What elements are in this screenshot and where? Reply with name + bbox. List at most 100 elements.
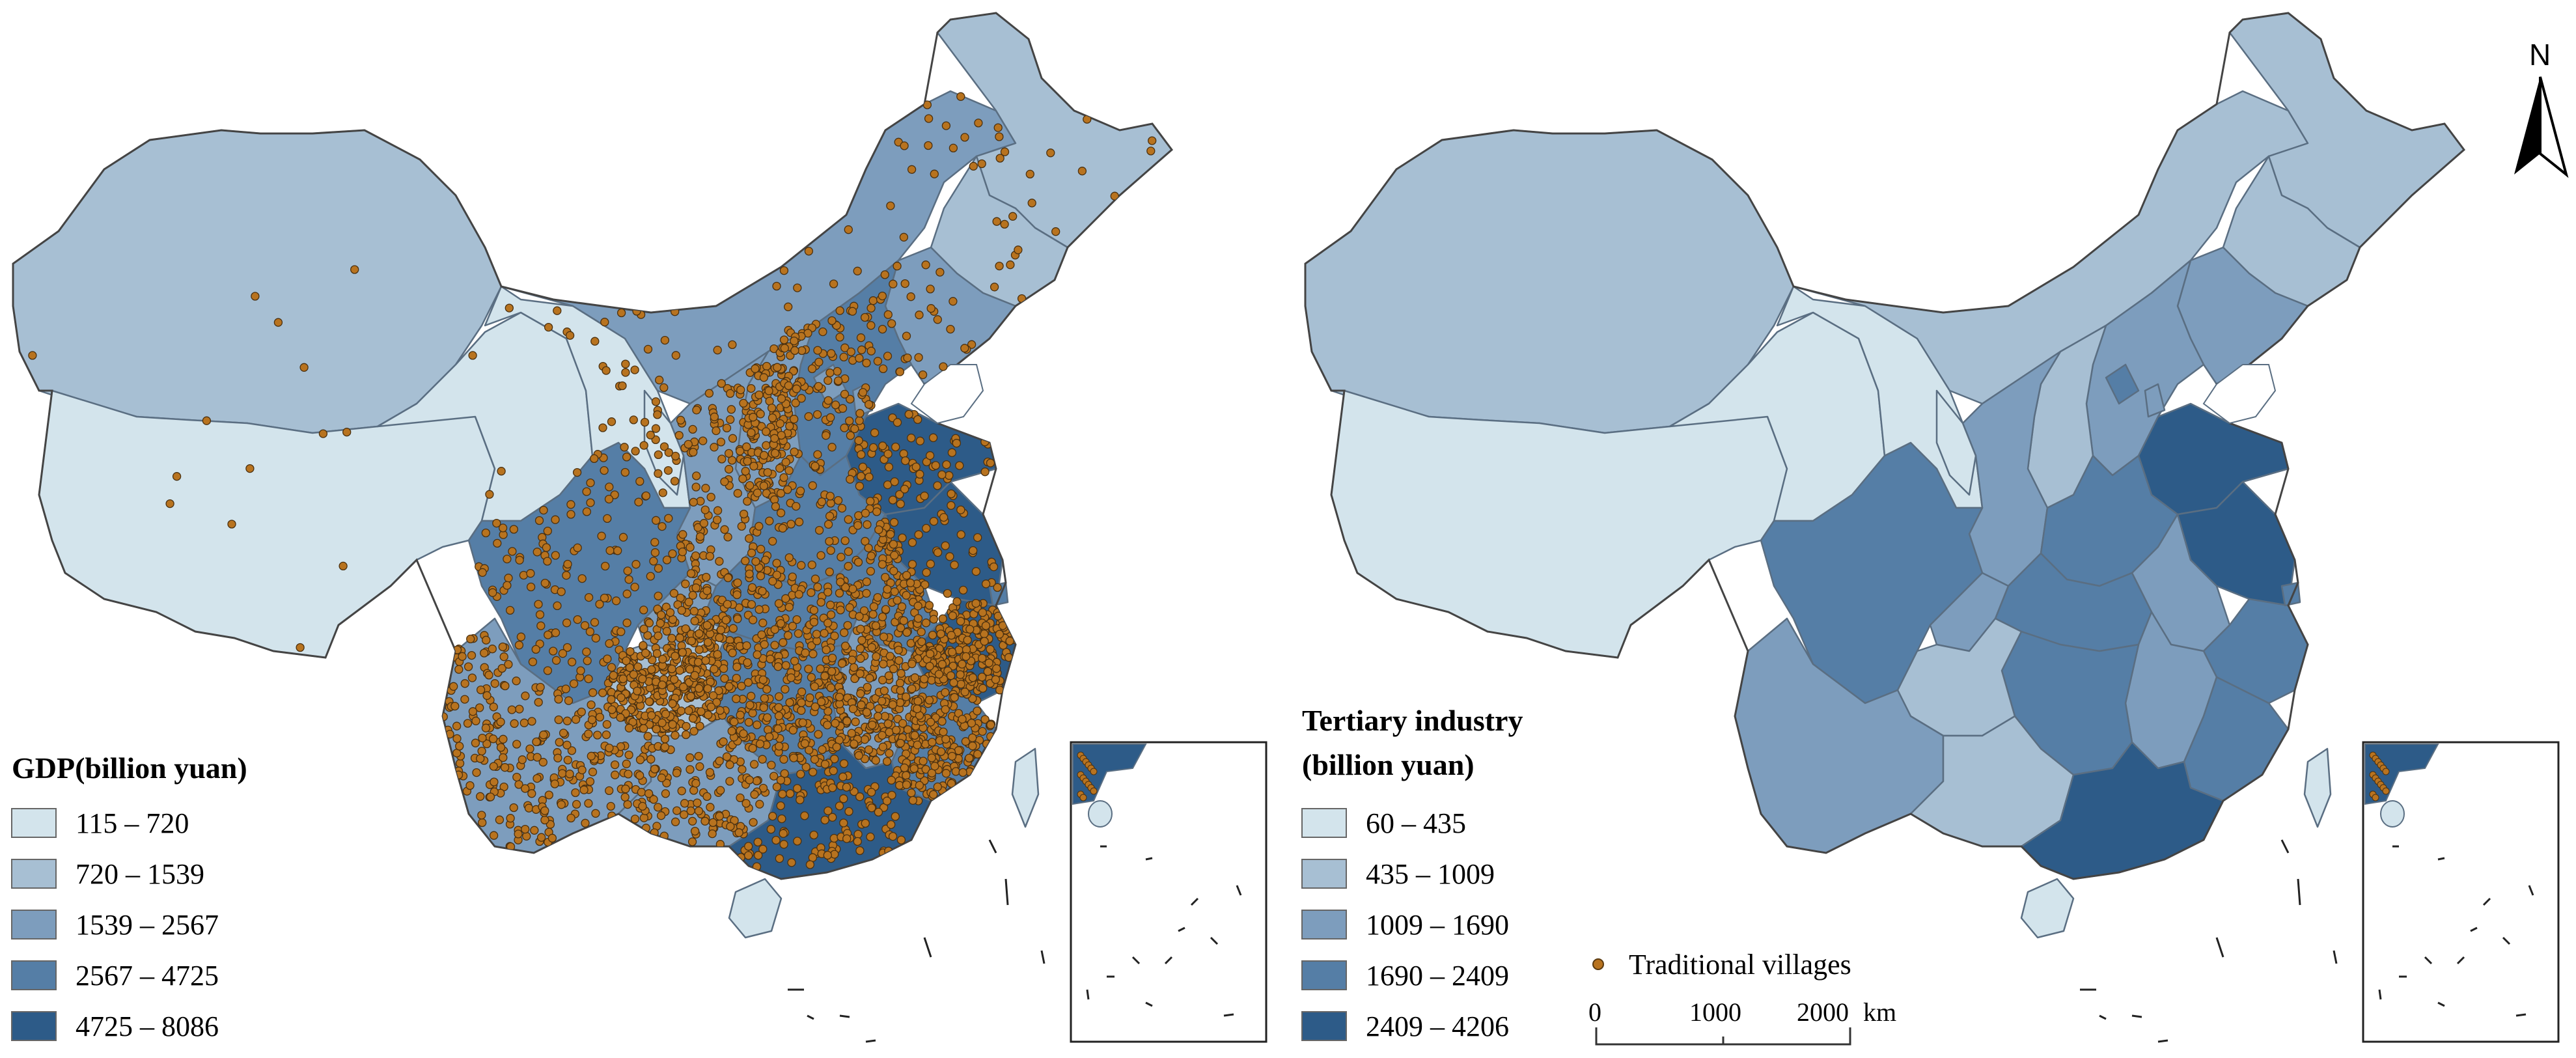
gdp-village-point	[633, 686, 642, 695]
gdp-village-point	[973, 749, 982, 759]
gdp-village-point	[586, 498, 595, 507]
gdp-village-point	[928, 433, 938, 442]
gdp-village-point	[842, 717, 852, 726]
gdp-village-point	[704, 389, 714, 398]
gdp-village-point	[497, 467, 506, 476]
gdp-village-point	[549, 647, 558, 656]
gdp-village-point	[829, 833, 838, 843]
gdp-village-point	[551, 656, 561, 665]
gdp-village-point	[906, 578, 915, 587]
gdp-village-point	[678, 648, 687, 657]
gdp-village-point	[706, 703, 715, 712]
gdp-village-point	[947, 448, 957, 457]
gdp-village-point	[630, 582, 639, 592]
gdp-village-point	[902, 628, 911, 637]
gdp-village-point	[883, 449, 893, 458]
gdp-village-point	[620, 792, 630, 801]
gdp-village-point	[536, 833, 546, 842]
gdp-village-point	[895, 367, 905, 376]
gdp-village-point	[969, 161, 978, 171]
gdp-village-point	[824, 376, 833, 385]
gdp-village-point	[853, 829, 863, 839]
gdp-village-point	[745, 775, 754, 785]
gdp-village-point	[842, 783, 852, 792]
gdp-village-point	[515, 704, 524, 714]
gdp-village-point	[691, 779, 700, 788]
tertiary-bohai-sea	[2202, 364, 2277, 425]
gdp-village-point	[958, 585, 968, 595]
gdp-village-point	[514, 829, 523, 839]
gdp-village-point	[773, 724, 782, 734]
gdp-village-point	[807, 364, 817, 374]
gdp-village-point	[460, 679, 469, 688]
gdp-village-point	[942, 460, 951, 469]
gdp-village-point	[907, 659, 917, 669]
gdp-village-point	[736, 793, 745, 803]
gdp-village-point	[493, 538, 502, 548]
gdp-village-point	[794, 590, 803, 599]
gdp-village-point	[661, 710, 671, 719]
gdp-village-point	[878, 612, 887, 622]
tertiary-province-tibet	[1330, 389, 1788, 659]
gdp-village-point	[866, 303, 876, 313]
gdp-village-point	[737, 522, 746, 531]
gdp-village-point	[762, 713, 772, 722]
gdp-village-point	[490, 679, 499, 688]
tertiary-province-shandong	[2137, 402, 2290, 516]
gdp-village-point	[961, 737, 971, 746]
gdp-village-point	[835, 801, 844, 811]
gdp-village-point	[804, 412, 813, 421]
gdp-village-point	[652, 725, 661, 734]
gdp-village-point	[824, 396, 833, 405]
gdp-village-point	[499, 734, 508, 744]
gdp-village-point	[728, 434, 738, 443]
gdp-village-point	[855, 416, 864, 425]
gdp-island-mark	[1040, 950, 1046, 964]
gdp-village-point	[651, 424, 661, 433]
gdp-village-point	[965, 753, 974, 763]
gdp-village-point	[699, 519, 709, 528]
gdp-village-point	[844, 515, 853, 524]
gdp-village-point	[817, 497, 827, 507]
gdp-village-point	[720, 477, 729, 486]
gdp-village-point	[736, 447, 745, 456]
gdp-village-point	[956, 680, 965, 689]
gdp-village-point	[562, 619, 572, 628]
gdp-village-point	[730, 717, 739, 727]
gdp-village-point	[866, 566, 876, 576]
gdp-village-point	[710, 412, 719, 421]
gdp-village-point	[968, 733, 977, 742]
gdp-village-point	[507, 705, 516, 714]
gdp-village-point	[928, 738, 937, 747]
gdp-village-point	[751, 364, 760, 373]
gdp-village-point	[884, 462, 894, 471]
gdp-village-point	[760, 693, 769, 703]
gdp-village-point	[946, 671, 956, 680]
gdp-village-point	[610, 760, 620, 770]
gdp-village-point	[638, 675, 647, 684]
gdp-village-point	[890, 551, 899, 560]
gdp-village-point	[476, 754, 485, 763]
gdp-village-point	[883, 310, 893, 319]
gdp-village-point	[484, 671, 493, 680]
gdp-province-xinjiang	[12, 129, 503, 434]
gdp-village-point	[971, 599, 980, 608]
gdp-village-point	[527, 717, 536, 726]
gdp-village-point	[536, 621, 546, 630]
gdp-village-point	[693, 798, 702, 807]
gdp-village-point	[771, 835, 781, 845]
gdp-village-point	[749, 760, 759, 769]
gdp-village-point	[956, 617, 965, 626]
gdp-village-point	[785, 698, 794, 707]
gdp-village-point	[488, 588, 497, 597]
gdp-village-point	[844, 562, 853, 571]
gdp-village-point	[826, 683, 835, 693]
gdp-village-point	[559, 729, 568, 738]
gdp-village-point	[787, 858, 796, 867]
gdp-village-point	[732, 673, 741, 683]
gdp-village-point	[692, 406, 701, 415]
gdp-village-point	[827, 667, 837, 676]
gdp-village-point	[866, 832, 875, 842]
gdp-village-point	[535, 610, 545, 619]
gdp-village-point	[885, 749, 894, 758]
